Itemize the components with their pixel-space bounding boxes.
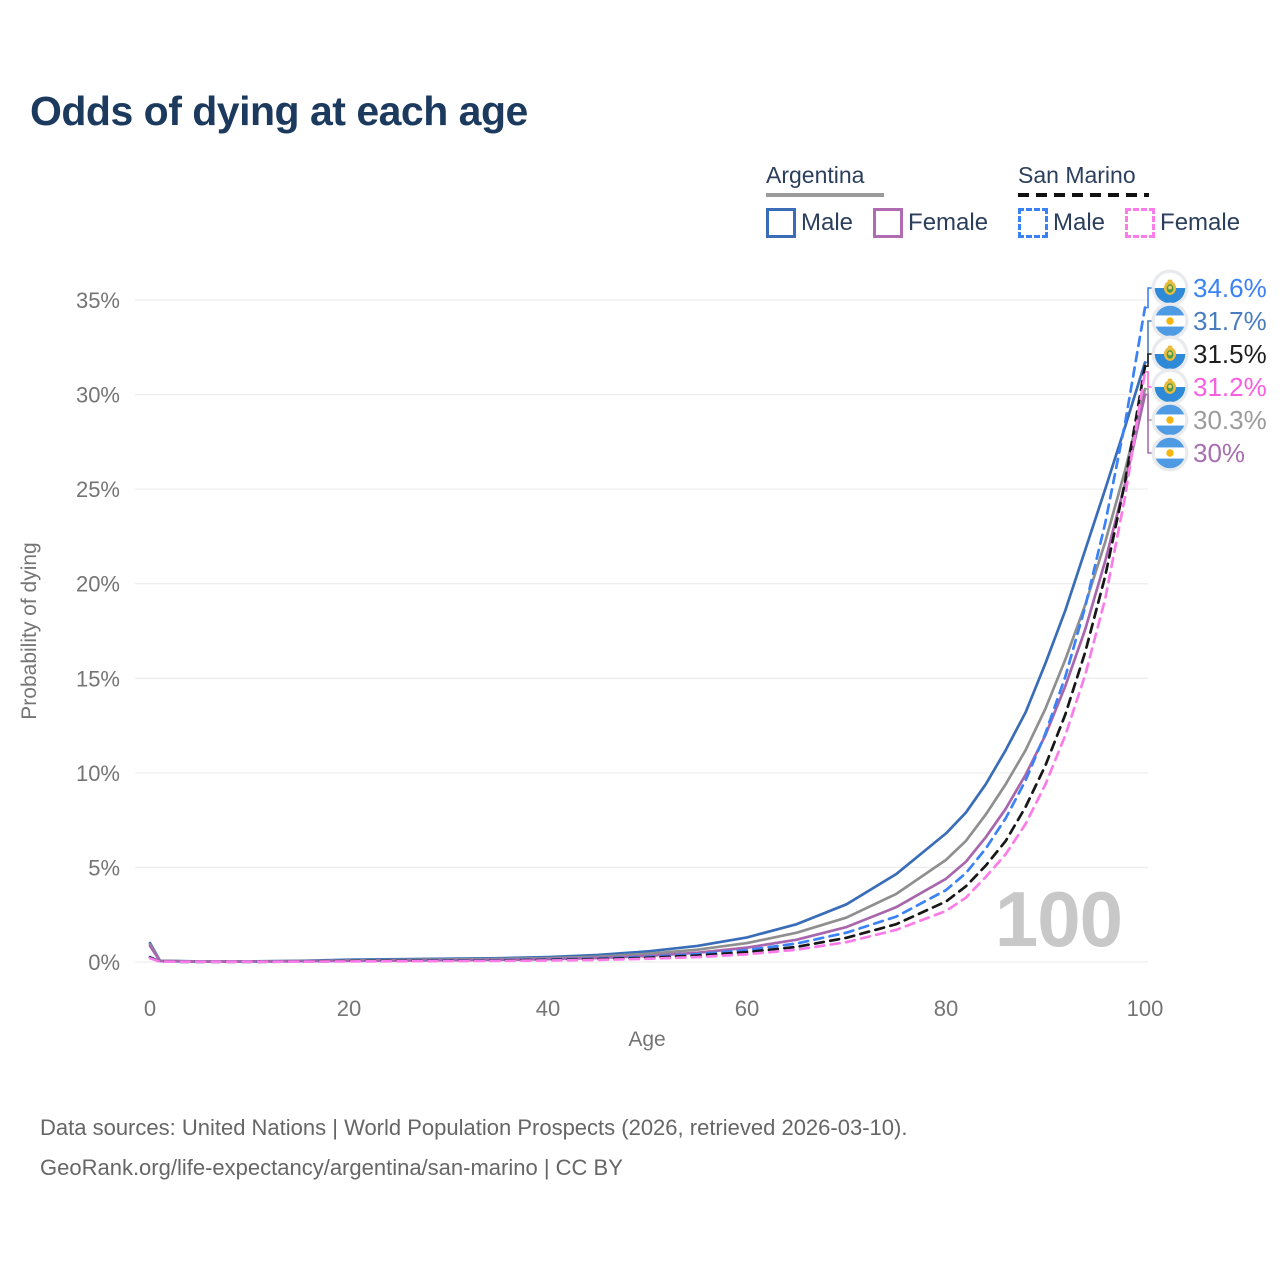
x-tick-label: 60 <box>735 996 759 1021</box>
end-label-connector <box>1145 371 1152 388</box>
end-label-connector <box>1145 320 1152 364</box>
argentina-flag-icon <box>1152 303 1189 340</box>
san-marino-flag-icon <box>1152 369 1189 406</box>
legend-label-argentina-female[interactable]: Female <box>908 209 989 236</box>
legend-country-argentina: Argentina <box>766 162 865 188</box>
legend-group-argentina: Argentina Male Female <box>766 162 1008 238</box>
legend-label-san-marino-female[interactable]: Female <box>1160 209 1241 236</box>
y-tick-label: 20% <box>76 572 120 597</box>
y-tick-label: 10% <box>76 761 120 786</box>
series-lines <box>148 306 1147 964</box>
end-value-label: 31.2% <box>1193 372 1267 402</box>
footer-line-2: GeoRank.org/life-expectancy/argentina/sa… <box>40 1155 623 1180</box>
y-tick-label: 15% <box>76 666 120 691</box>
legend-group-san-marino: San Marino Male Female <box>1018 162 1260 238</box>
x-tick-label: 100 <box>1127 996 1164 1021</box>
series-line-san-marino <box>148 364 1147 964</box>
end-value-label: 30% <box>1193 438 1245 468</box>
y-tick-label: 5% <box>88 855 120 880</box>
end-label-connector <box>1145 353 1152 368</box>
page-title: Odds of dying at each age <box>30 88 528 134</box>
end-value-label: 31.5% <box>1193 339 1267 369</box>
y-tick-label: 0% <box>88 950 120 975</box>
x-tick-label: 40 <box>536 996 560 1021</box>
gridlines <box>135 299 1148 963</box>
legend-swatch-argentina-male[interactable] <box>766 208 796 238</box>
y-axis-title: Probability of dying <box>18 542 41 720</box>
series-line-san-marino-female <box>148 370 1147 964</box>
axis-ticks: 0% 5% 10% 15% 20% 25% 30% 35% 0 20 40 60 80 100 <box>76 288 1163 1021</box>
legend-label-san-marino-male[interactable]: Male <box>1053 209 1106 236</box>
end-value-label: 34.6% <box>1193 273 1267 303</box>
san-marino-flag-icon <box>1152 336 1189 373</box>
data-source-footer: Data sources: United Nations | World Pop… <box>40 1108 907 1188</box>
x-axis-title: Age <box>628 1028 666 1051</box>
series-line-argentina-male <box>148 361 1147 963</box>
legend-swatch-argentina-female[interactable] <box>873 208 904 238</box>
legend-underline-san-marino <box>1018 193 1149 197</box>
y-tick-label: 25% <box>76 477 120 502</box>
x-tick-label: 20 <box>337 996 361 1021</box>
y-tick-label: 30% <box>76 383 120 408</box>
end-label-connector <box>1145 393 1152 454</box>
legend-swatch-san-marino-male[interactable] <box>1018 208 1048 238</box>
legend-country-san-marino: San Marino <box>1018 162 1136 188</box>
end-label-connector <box>1145 287 1152 309</box>
footer-line-1: Data sources: United Nations | World Pop… <box>40 1115 908 1140</box>
san-marino-flag-icon <box>1152 270 1189 307</box>
argentina-flag-icon <box>1152 435 1189 472</box>
x-tick-label: 80 <box>934 996 958 1021</box>
legend-label-argentina-male[interactable]: Male <box>801 209 854 236</box>
end-annotations: 34.6%31.7%31.5%31.2%30.3%30% <box>1145 270 1267 472</box>
end-value-label: 31.7% <box>1193 306 1267 336</box>
age-marker-watermark: 100 <box>994 875 1123 963</box>
x-tick-label: 0 <box>144 996 156 1021</box>
end-value-label: 30.3% <box>1193 405 1267 435</box>
legend-underline-argentina <box>766 193 884 197</box>
argentina-flag-icon <box>1152 402 1189 439</box>
legend-swatch-san-marino-female[interactable] <box>1125 208 1156 238</box>
y-tick-label: 35% <box>76 288 120 313</box>
